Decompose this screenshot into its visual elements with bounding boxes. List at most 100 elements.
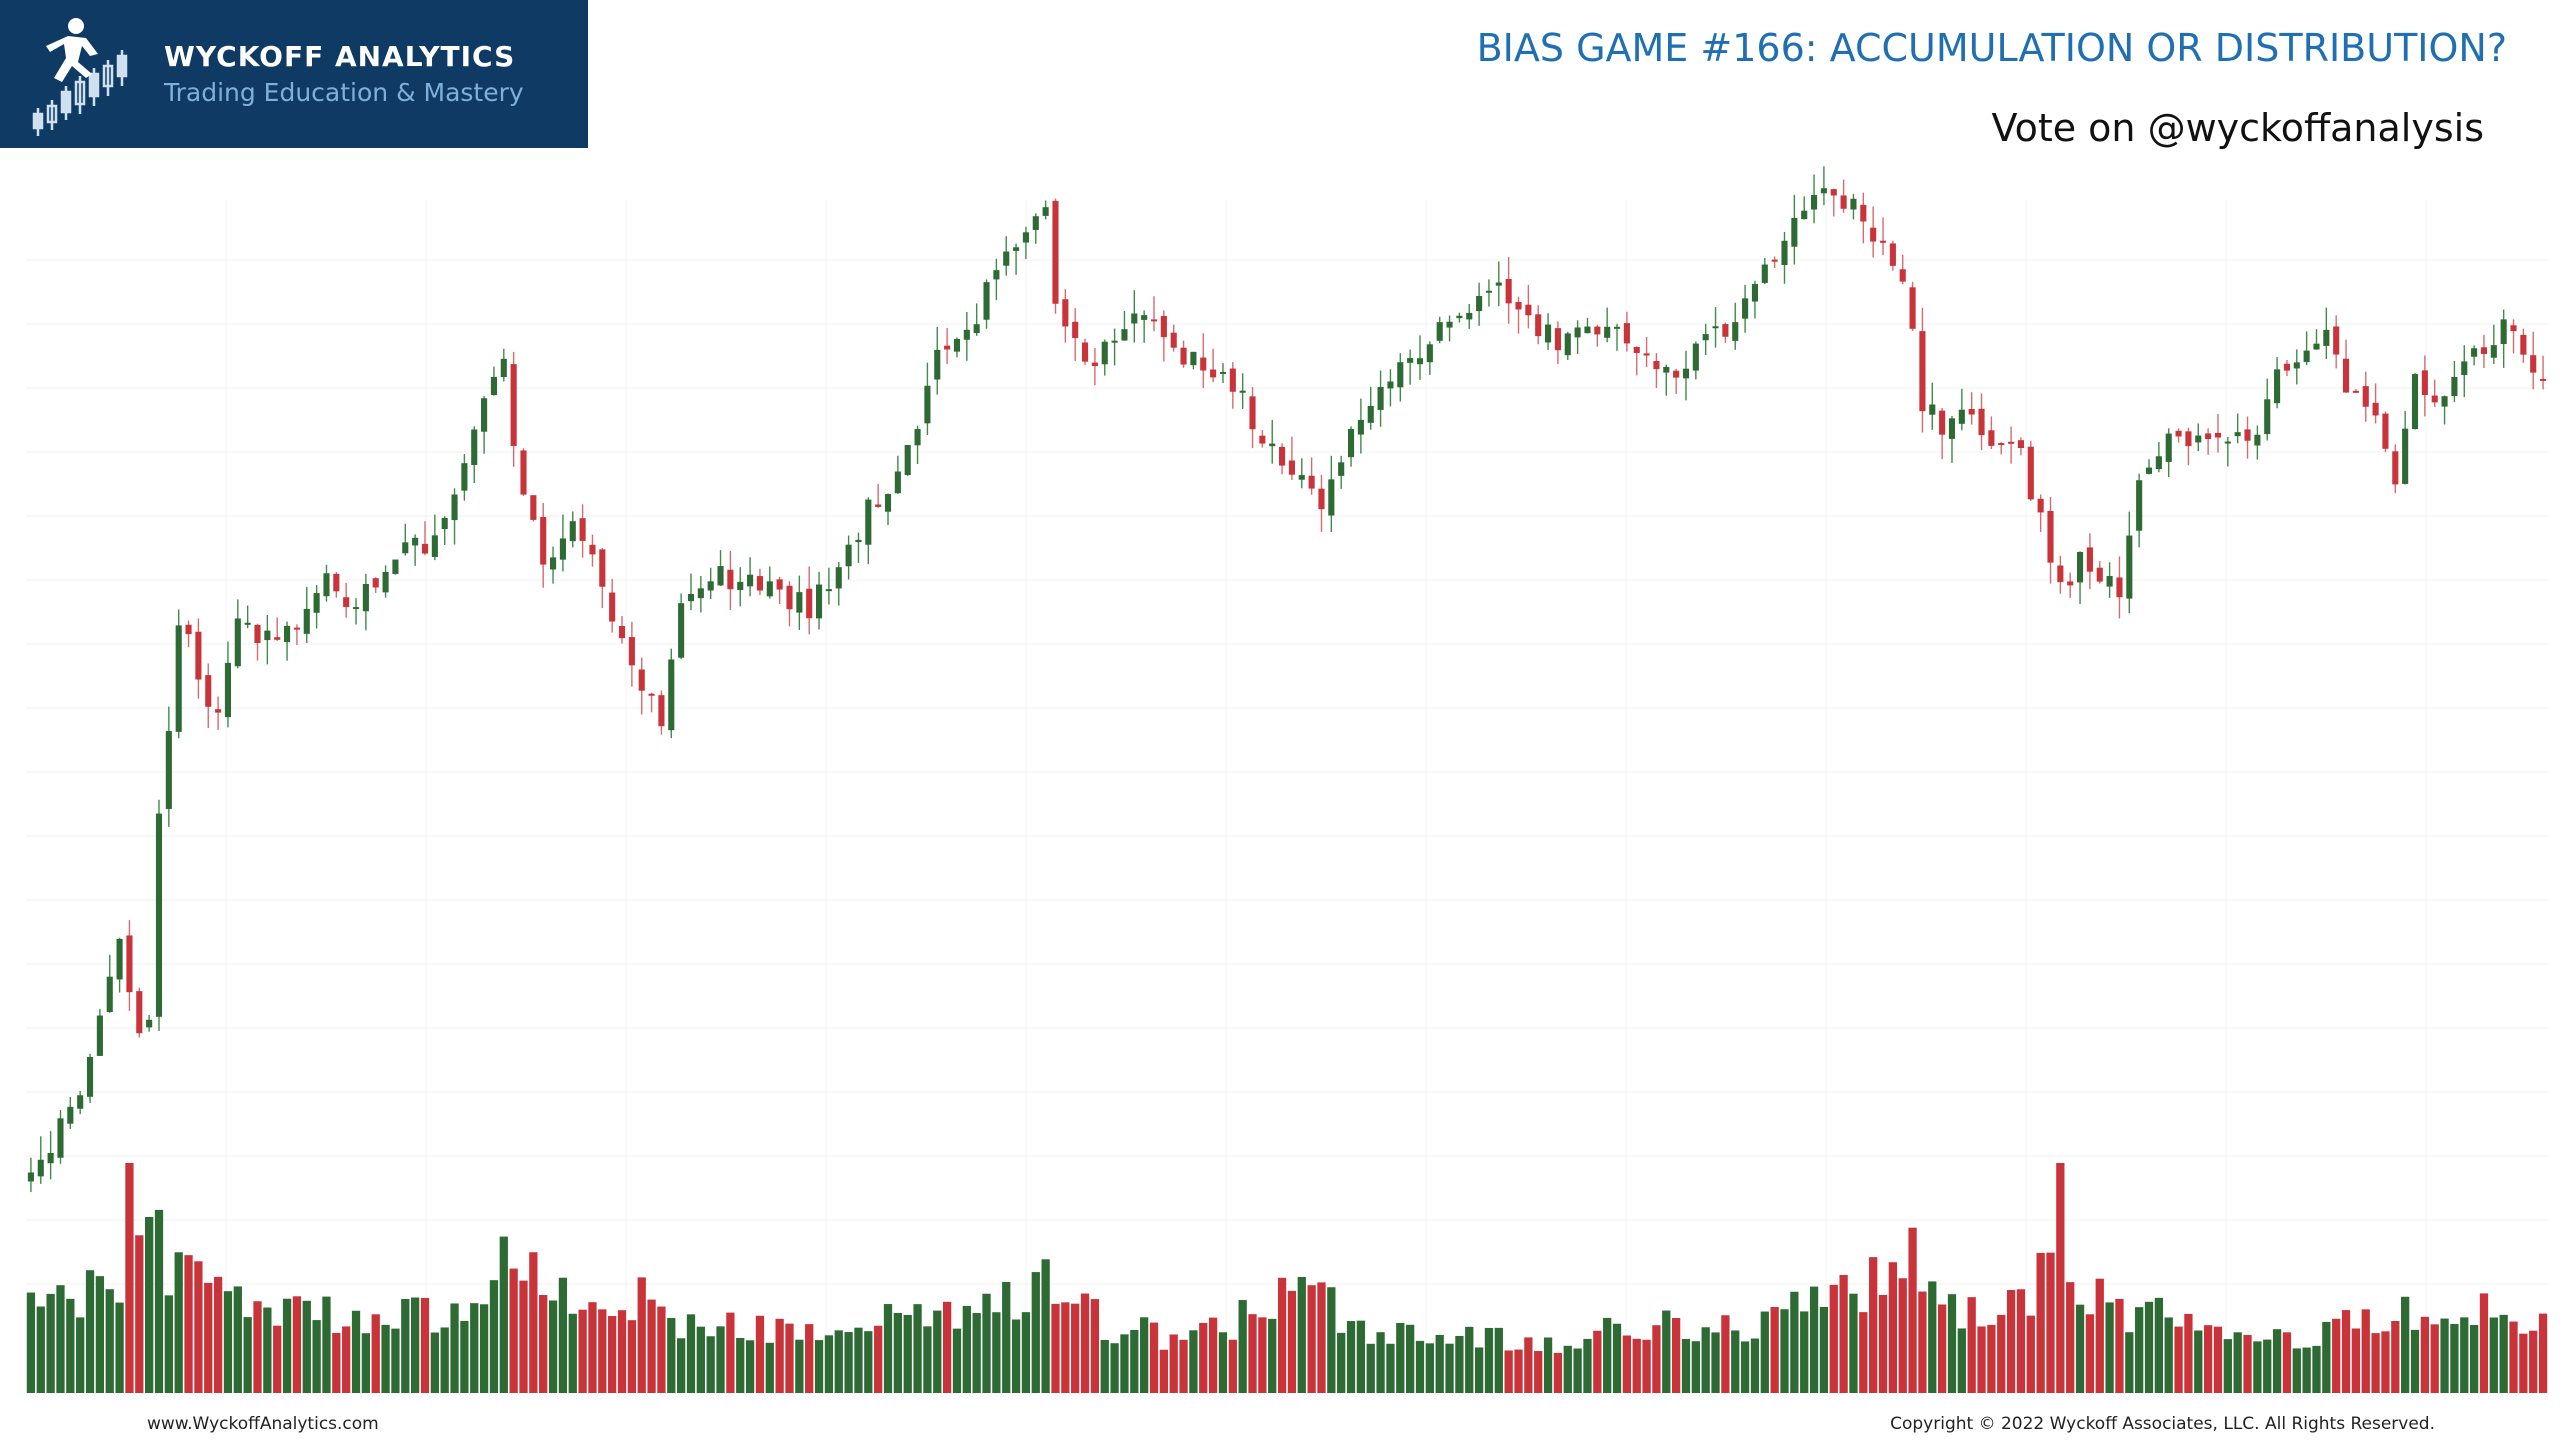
volume-bar bbox=[2272, 1329, 2282, 1393]
candle-body bbox=[215, 709, 222, 713]
volume-bar bbox=[716, 1326, 725, 1393]
volume-bar bbox=[1031, 1272, 1040, 1393]
candle-body bbox=[1338, 462, 1345, 476]
volume-bar bbox=[1465, 1326, 1474, 1393]
candle-body bbox=[806, 588, 813, 619]
candle-body bbox=[569, 521, 576, 542]
candle-body bbox=[1318, 488, 1325, 510]
volume-bar bbox=[204, 1282, 213, 1393]
volume-bar bbox=[145, 1216, 154, 1393]
volume-bar bbox=[1327, 1287, 1336, 1393]
candle-body bbox=[1535, 314, 1542, 337]
volume-bar bbox=[2006, 1289, 2016, 1393]
candle-body bbox=[1239, 390, 1246, 393]
candle-body bbox=[2441, 396, 2448, 407]
volume-bar bbox=[1553, 1352, 1563, 1393]
volume-bar bbox=[1208, 1317, 1218, 1393]
candle-body bbox=[2106, 576, 2113, 587]
chart-title: BIAS GAME #166: ACCUMULATION OR DISTRIBU… bbox=[1476, 26, 2507, 70]
candle-body bbox=[224, 662, 232, 718]
candle-body bbox=[589, 544, 596, 555]
volume-bar bbox=[1839, 1274, 1848, 1393]
volume-bar bbox=[578, 1309, 587, 1393]
candle-body bbox=[1229, 368, 1236, 392]
volume-bar bbox=[1987, 1324, 1996, 1393]
volume-bar bbox=[2253, 1341, 2262, 1393]
candle-body bbox=[1702, 334, 1709, 341]
candle-body bbox=[1712, 326, 1719, 329]
volume-bar bbox=[1218, 1332, 1228, 1393]
candle-body bbox=[1288, 460, 1295, 475]
candle-body bbox=[1407, 358, 1414, 363]
volume-bar bbox=[1514, 1349, 1523, 1393]
candle-body bbox=[2471, 348, 2478, 357]
volume-bar bbox=[1011, 1319, 1021, 1393]
candle-body bbox=[520, 450, 527, 495]
candle-body bbox=[2372, 402, 2379, 416]
candle-body bbox=[1830, 189, 1837, 196]
volume-bar bbox=[1425, 1343, 1434, 1393]
candle-body bbox=[1131, 313, 1138, 324]
volume-bar bbox=[676, 1338, 686, 1393]
volume-bar bbox=[2391, 1321, 2400, 1393]
volume-bar bbox=[2144, 1301, 2154, 1393]
volume-bar bbox=[1356, 1320, 1366, 1393]
candle-body bbox=[96, 1015, 103, 1056]
candle-body bbox=[77, 1095, 84, 1109]
candle-body bbox=[1751, 284, 1759, 302]
candle-body bbox=[1308, 475, 1315, 489]
volume-bar bbox=[952, 1328, 962, 1393]
candle-body bbox=[2126, 535, 2133, 599]
copyright-footer: Copyright © 2022 Wyckoff Associates, LLC… bbox=[1890, 1414, 2435, 1434]
volume-bar bbox=[2263, 1339, 2272, 1393]
candle-body bbox=[1279, 446, 1286, 466]
volume-bar bbox=[1287, 1290, 1297, 1393]
candle-body bbox=[1170, 332, 1177, 348]
candle-body bbox=[983, 282, 990, 320]
candle-body bbox=[2313, 343, 2320, 350]
candle-body bbox=[2402, 428, 2409, 484]
volume-bar bbox=[1740, 1341, 1750, 1393]
candle-body bbox=[2037, 498, 2044, 513]
volume-bar bbox=[1534, 1351, 1543, 1393]
volume-bar bbox=[647, 1299, 656, 1393]
volume-bar bbox=[164, 1295, 173, 1393]
candle-body bbox=[392, 559, 399, 574]
volume-bar bbox=[558, 1277, 568, 1393]
volume-bar bbox=[903, 1314, 912, 1393]
candle-body bbox=[284, 625, 291, 643]
candle-body bbox=[2274, 369, 2281, 404]
volume-bar bbox=[913, 1304, 922, 1393]
volume-bar bbox=[253, 1301, 262, 1393]
candle-body bbox=[1032, 216, 1039, 230]
volume-bar bbox=[854, 1327, 863, 1393]
candle-body bbox=[766, 581, 773, 597]
volume-bar bbox=[1662, 1310, 1671, 1393]
candle-body bbox=[796, 592, 803, 613]
volume-bar bbox=[1435, 1334, 1444, 1393]
candle-body bbox=[934, 349, 941, 380]
candle-body bbox=[2096, 567, 2103, 582]
candle-body bbox=[2047, 510, 2054, 563]
candle-body bbox=[2254, 434, 2261, 446]
candle-body bbox=[1929, 404, 1936, 415]
volume-bar bbox=[637, 1277, 646, 1393]
volume-bar bbox=[2361, 1309, 2370, 1393]
candle-body bbox=[2342, 358, 2350, 393]
candle-body bbox=[609, 592, 616, 622]
volume-bar bbox=[1957, 1328, 1966, 1393]
candlestick-series bbox=[27, 166, 2547, 1193]
candle-body bbox=[2195, 435, 2202, 443]
candle-body bbox=[234, 618, 241, 667]
candle-body bbox=[1889, 243, 1896, 266]
volume-bar bbox=[26, 1292, 36, 1393]
candle-body bbox=[845, 544, 852, 567]
volume-bar bbox=[1346, 1321, 1356, 1393]
candle-body bbox=[1180, 347, 1187, 365]
candle-body bbox=[1357, 419, 1364, 435]
volume-bar bbox=[2203, 1325, 2213, 1393]
candle-body bbox=[1870, 227, 1877, 242]
candle-body bbox=[1269, 443, 1276, 447]
volume-bar bbox=[962, 1305, 971, 1393]
candle-body bbox=[618, 626, 626, 639]
